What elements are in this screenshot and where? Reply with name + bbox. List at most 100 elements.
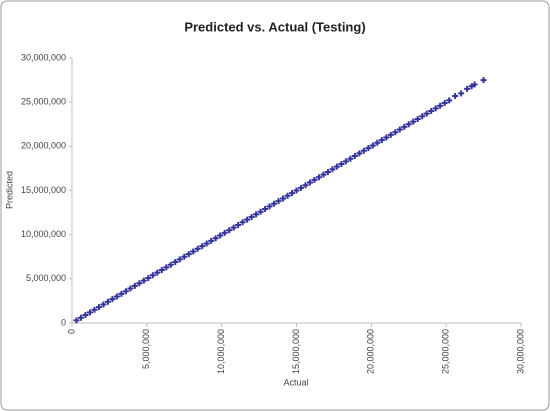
- data-point: [221, 229, 228, 236]
- y-tick-label: 10,000,000: [21, 229, 66, 239]
- data-point: [441, 100, 448, 107]
- data-point: [342, 158, 349, 165]
- data-point: [208, 237, 215, 244]
- y-tick-label: 5,000,000: [26, 273, 66, 283]
- y-tick-label: 20,000,000: [21, 141, 66, 151]
- data-point: [419, 113, 426, 120]
- data-point: [452, 92, 459, 99]
- data-point: [163, 264, 170, 271]
- data-point: [396, 126, 403, 133]
- data-point: [423, 110, 430, 117]
- data-point: [387, 131, 394, 138]
- data-point: [302, 182, 309, 189]
- data-point: [82, 312, 89, 319]
- data-point: [181, 253, 188, 260]
- x-tick-label: 20,000,000: [366, 329, 376, 374]
- data-point: [104, 298, 111, 305]
- data-point: [320, 171, 327, 178]
- data-point: [136, 280, 143, 287]
- data-point: [154, 269, 161, 276]
- data-point: [140, 277, 147, 284]
- data-point: [248, 214, 255, 220]
- data-point: [324, 168, 331, 175]
- data-point: [100, 301, 107, 308]
- data-point: [217, 232, 224, 239]
- x-tick-label: 25,000,000: [441, 329, 451, 374]
- data-point: [226, 227, 233, 234]
- data-point: [405, 121, 412, 128]
- x-axis-label: Actual: [283, 377, 308, 387]
- data-point: [306, 179, 313, 186]
- data-point: [378, 137, 385, 144]
- y-axis-label: Predicted: [4, 171, 14, 209]
- y-tick-label: 0: [61, 317, 66, 327]
- data-point: [203, 240, 210, 247]
- data-point: [145, 274, 152, 281]
- data-point: [280, 195, 287, 202]
- data-point: [86, 309, 93, 316]
- data-point: [311, 176, 318, 183]
- data-point: [239, 219, 246, 226]
- data-point: [289, 190, 296, 197]
- data-point: [131, 282, 138, 289]
- data-point: [338, 161, 345, 167]
- data-point: [297, 184, 304, 191]
- y-tick-label: 15,000,000: [21, 185, 66, 195]
- data-point: [333, 163, 340, 170]
- data-point: [244, 216, 251, 223]
- data-point: [432, 105, 439, 112]
- data-point: [77, 314, 84, 321]
- data-point: [190, 248, 197, 255]
- data-point: [374, 139, 381, 146]
- data-point: [271, 200, 278, 207]
- data-point: [414, 115, 421, 122]
- data-point: [113, 293, 120, 300]
- x-tick-label: 30,000,000: [515, 329, 525, 374]
- data-point: [257, 208, 264, 215]
- data-point: [167, 261, 174, 268]
- data-point: [471, 81, 478, 88]
- chart-title: Predicted vs. Actual (Testing): [184, 19, 365, 34]
- data-point: [428, 108, 435, 114]
- data-point: [410, 118, 417, 125]
- data-point: [212, 235, 219, 242]
- data-point: [194, 245, 201, 252]
- data-point: [172, 259, 179, 266]
- data-point: [235, 221, 242, 228]
- x-tick-label: 10,000,000: [216, 329, 226, 374]
- data-point: [369, 142, 376, 149]
- data-point: [392, 129, 399, 136]
- data-point: [122, 288, 129, 295]
- data-point: [275, 198, 282, 205]
- y-tick-label: 30,000,000: [21, 52, 66, 62]
- data-point: [91, 306, 98, 313]
- data-point: [230, 224, 237, 231]
- data-point: [329, 166, 336, 173]
- data-point: [356, 150, 363, 157]
- data-point: [351, 153, 358, 160]
- data-point: [347, 155, 354, 162]
- data-point: [458, 90, 465, 97]
- data-point: [437, 102, 444, 109]
- data-point: [284, 192, 291, 199]
- data-point: [446, 97, 453, 104]
- data-point: [360, 147, 367, 154]
- y-tick-label: 25,000,000: [21, 97, 66, 107]
- data-point: [199, 243, 206, 250]
- data-point: [73, 317, 80, 324]
- data-point: [176, 256, 183, 263]
- data-point: [293, 187, 300, 194]
- data-point: [149, 272, 156, 279]
- data-point: [118, 290, 125, 297]
- data-point: [365, 145, 372, 152]
- data-point: [253, 211, 260, 218]
- x-tick-label: 0: [66, 329, 76, 334]
- data-point: [95, 304, 102, 311]
- data-point: [127, 285, 134, 292]
- data-point: [262, 206, 269, 213]
- x-tick-label: 15,000,000: [291, 329, 301, 374]
- data-point: [109, 296, 116, 303]
- data-point: [464, 85, 471, 92]
- data-point: [383, 134, 390, 141]
